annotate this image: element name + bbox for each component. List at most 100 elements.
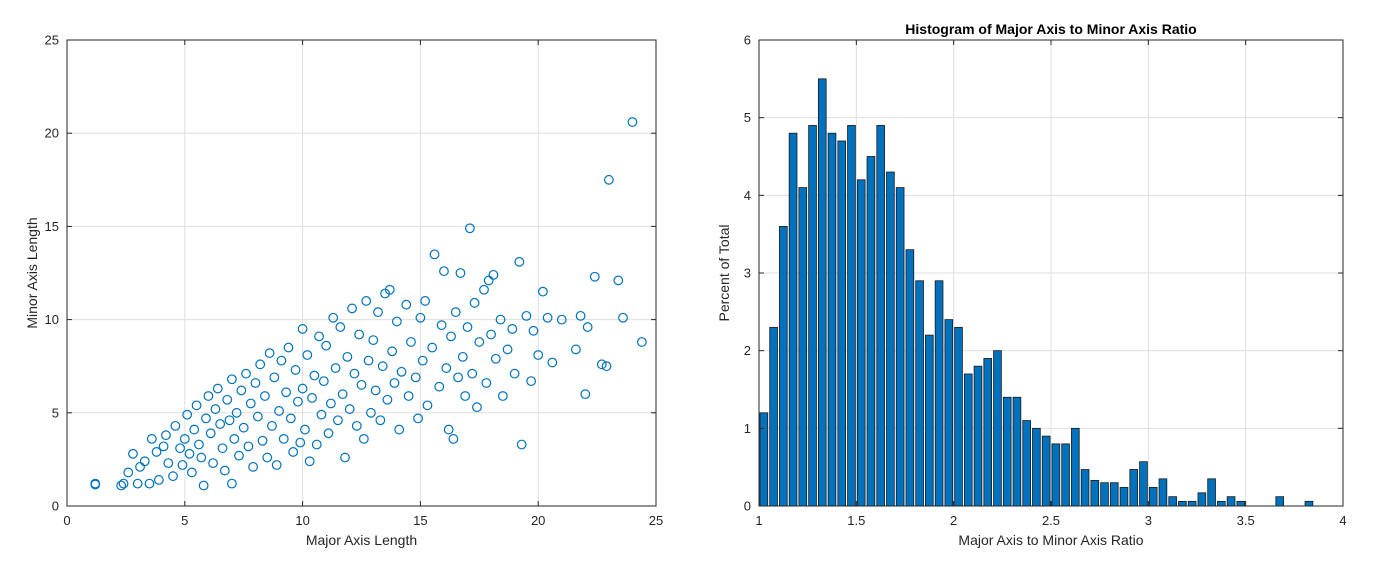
histogram-bar (1041, 435, 1051, 507)
scatter-point (356, 379, 367, 390)
scatter-point (302, 350, 313, 360)
scatter-point (358, 433, 369, 444)
scatter-point (443, 424, 454, 435)
scatter-tick-labels: 0 5 10 15 20 25 0 5 10 15 20 25 (45, 33, 664, 529)
scatter-point (191, 400, 202, 411)
scatter-point (427, 342, 438, 353)
scatter-point (208, 458, 218, 469)
scatter-point (377, 361, 388, 372)
scatter-point (295, 437, 306, 448)
scatter-point (278, 433, 289, 444)
sc-x-tick-label: 20 (531, 513, 545, 528)
scatter-point (304, 456, 315, 467)
scatter-point (292, 396, 303, 407)
histogram-bar (1129, 469, 1139, 507)
scatter-point (177, 460, 188, 470)
scatter-point (267, 420, 277, 431)
hi-y-tick-label: 5 (744, 110, 751, 125)
scatter-point (502, 344, 513, 355)
hi-y-tick-label: 1 (744, 421, 751, 436)
scatter-point (245, 398, 256, 409)
scatter-point (382, 394, 393, 405)
scatter-point (495, 314, 506, 325)
histogram-bar (876, 125, 885, 507)
histogram-bar (837, 140, 847, 507)
scatter-point (453, 372, 463, 383)
histogram-y-axis-label: Percent of Total (716, 224, 732, 321)
scatter-point (297, 383, 308, 394)
histogram-bar (759, 412, 769, 507)
scatter-point (116, 480, 127, 491)
scatter-point (457, 351, 468, 362)
histogram-bar (1236, 500, 1246, 507)
histogram-bar (934, 280, 944, 507)
scatter-point (436, 320, 447, 331)
scatter-point (589, 271, 600, 282)
scatter-point (205, 428, 216, 439)
histogram-bar (915, 280, 924, 507)
scatter-point (472, 402, 482, 413)
scatter-point (307, 392, 317, 403)
scatter-point (396, 366, 407, 377)
scatter-point (186, 467, 197, 478)
scatter-point (344, 404, 355, 414)
histogram-bar (1226, 496, 1236, 507)
scatter-point (288, 447, 299, 457)
scatter-point (636, 337, 647, 347)
scatter-point (300, 424, 310, 435)
scatter-point (118, 478, 129, 489)
histogram-bar (944, 319, 954, 507)
histogram-bar (895, 187, 905, 507)
histogram-bar (1032, 427, 1041, 507)
histogram-title: Histogram of Major Axis to Minor Axis Ra… (905, 21, 1196, 37)
scatter-point (234, 450, 244, 461)
histogram-bar (1148, 486, 1158, 507)
sc-x-tick-label: 25 (649, 513, 663, 528)
scatter-point (422, 400, 433, 411)
scatter-point (224, 415, 235, 426)
scatter-point (217, 443, 228, 454)
scatter-point (542, 312, 553, 323)
histogram-x-axis-label: Major Axis to Minor Axis Ratio (958, 532, 1143, 548)
histogram-bar (1139, 461, 1148, 507)
scatter-point (479, 284, 489, 295)
scatter-point (250, 378, 261, 388)
scatter-point (151, 447, 162, 457)
histogram-bar (1100, 482, 1109, 507)
scatter-point (128, 448, 138, 459)
scatter-point (507, 324, 518, 334)
histogram-bar (856, 179, 866, 507)
scatter-point (271, 460, 282, 470)
scatter-point (497, 391, 508, 401)
hi-x-tick-label: 1.5 (847, 513, 865, 528)
scatter-point (514, 256, 525, 267)
scatter-point (161, 430, 171, 441)
histogram-bar (847, 125, 856, 507)
scatter-point (219, 465, 230, 476)
histogram-bar (1304, 500, 1314, 507)
scatter-point (168, 471, 178, 482)
scatter-point (316, 409, 327, 420)
histogram-bar (993, 350, 1002, 507)
scatter-point (448, 433, 459, 444)
histogram-bar (1158, 478, 1168, 507)
scatter-point (342, 351, 353, 362)
sc-y-tick-label: 20 (45, 126, 59, 141)
scatter-point (252, 411, 263, 422)
scatter-point (429, 249, 440, 260)
scatter-point (158, 441, 169, 452)
scatter-point (415, 312, 426, 323)
scatter-point (123, 467, 134, 478)
scatter-point (260, 391, 270, 401)
scatter-point (462, 322, 473, 332)
histogram-bar (1275, 496, 1285, 507)
scatter-point (434, 381, 445, 392)
scatter-point (90, 479, 101, 490)
scatter-point (229, 433, 240, 444)
histogram-bar (779, 225, 788, 507)
histogram-bar (1051, 443, 1061, 507)
scatter-point (354, 329, 365, 340)
scatter-point (321, 340, 332, 351)
scatter-point (314, 331, 324, 342)
scatter-point (196, 452, 207, 463)
